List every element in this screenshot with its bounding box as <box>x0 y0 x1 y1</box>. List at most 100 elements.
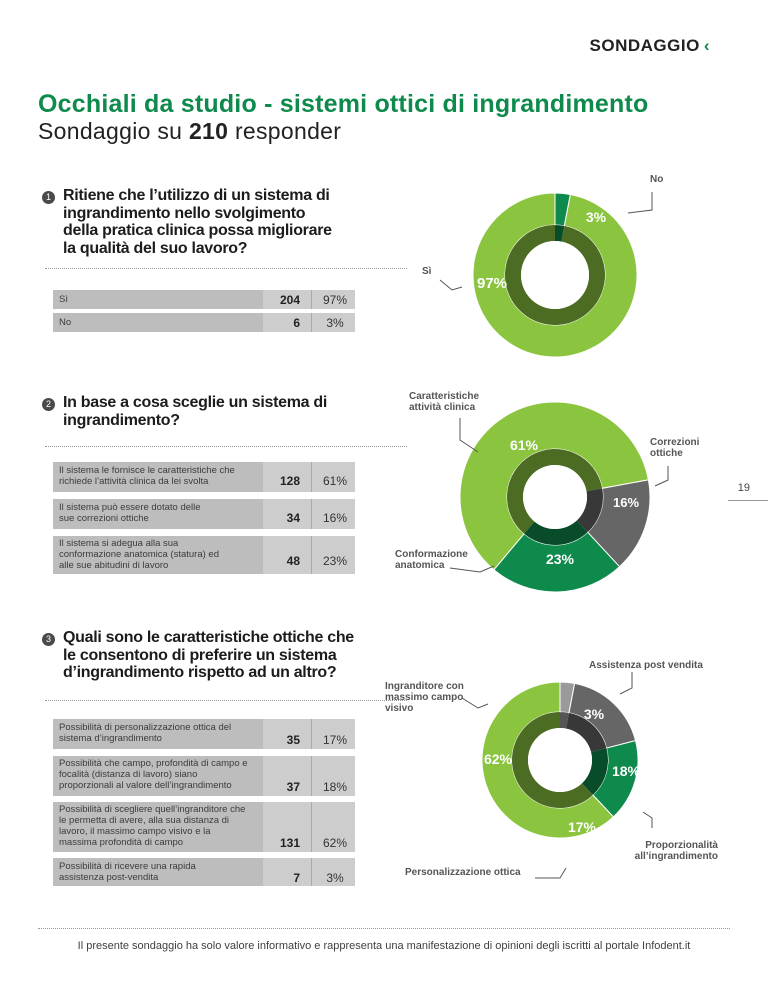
pie-data-label: 62% <box>484 751 513 767</box>
row-separator <box>311 290 312 309</box>
callout-line <box>654 466 669 487</box>
row-percent: 97% <box>322 293 348 307</box>
row-count: 7 <box>293 871 300 885</box>
row-bar <box>53 536 263 574</box>
row-percent: 23% <box>322 554 348 568</box>
pie-slice-inner <box>507 449 603 534</box>
donut-hole <box>523 465 587 529</box>
row-count: 34 <box>286 511 300 525</box>
row-percent: 18% <box>322 780 348 794</box>
row-separator <box>311 499 312 529</box>
footer-divider <box>38 928 730 929</box>
page-number: 19 <box>737 482 750 494</box>
pie-slice-inner <box>505 225 605 325</box>
row-label: Il sistema può essere dotato delle sue c… <box>59 502 201 524</box>
subtitle-count: 210 <box>188 118 229 144</box>
pie-slice-inner <box>524 520 588 546</box>
row-bar <box>53 756 263 796</box>
row-count: 48 <box>286 554 300 568</box>
row-bar <box>53 462 263 492</box>
callout-caratteristiche: Caratteristiche attività clinica <box>409 391 480 413</box>
table-row: Possibilità di scegliere quell’ingrandit… <box>53 802 355 852</box>
pie-data-label: 23% <box>546 551 575 567</box>
question-number-badge: 2 <box>42 398 55 411</box>
table-row: Possibilità di personalizzazione ottica … <box>53 719 355 749</box>
pie-data-label: 17% <box>568 819 597 835</box>
row-bar <box>53 858 263 886</box>
pie-slice-inner <box>581 748 608 795</box>
row-bar <box>53 719 263 749</box>
table-row: Possibilità che campo, profondità di cam… <box>53 756 355 796</box>
row-percent: 62% <box>322 836 348 850</box>
row-label: Il sistema si adegua alla sua conformazi… <box>59 538 219 571</box>
callout-correzioni: Correzioni ottiche <box>650 437 700 459</box>
pie-slice-inner <box>565 712 607 753</box>
row-percent: 3% <box>326 871 344 885</box>
pie-data-label: 18% <box>612 763 641 779</box>
callout-line <box>461 697 489 709</box>
row-label: Possibilità che campo, profondità di cam… <box>59 758 248 791</box>
row-bar <box>53 802 263 852</box>
row-percent: 61% <box>322 474 348 488</box>
row-separator <box>311 858 312 886</box>
callout-proporzionalita: Proporzionalità all’ingrandimento <box>634 840 718 862</box>
row-count: 35 <box>286 733 300 747</box>
page-subtitle: Sondaggio su 210 responder <box>38 118 341 145</box>
row-label: Possibilità di scegliere quell’ingrandit… <box>59 804 246 848</box>
row-label: Il sistema le fornisce le caratteristich… <box>59 465 235 487</box>
pie-data-label: 16% <box>613 495 639 510</box>
row-percent: 3% <box>326 316 344 330</box>
row-bar <box>53 313 263 332</box>
chevron-left-icon: ‹ <box>703 36 710 55</box>
page-title: Occhiali da studio - sistemi ottici di i… <box>38 90 649 118</box>
question-text: Ritiene che l’utilizzo di un sistema di … <box>63 187 332 257</box>
row-bar <box>53 290 263 309</box>
pie-slice-inner <box>511 712 593 808</box>
callout-line <box>439 279 463 291</box>
subtitle-suffix: responder <box>228 118 342 144</box>
callout-line <box>459 418 479 453</box>
table-row: No 6 3% <box>53 313 355 332</box>
row-count: 128 <box>279 474 300 488</box>
callout-no: No <box>650 174 664 185</box>
question-number-badge: 1 <box>42 191 55 204</box>
callout-si: Sì <box>422 266 432 277</box>
row-separator <box>311 756 312 796</box>
page-number-rule <box>728 500 768 501</box>
question-number-badge: 3 <box>42 633 55 646</box>
row-label: No <box>59 317 72 328</box>
pie-data-label: 61% <box>510 437 539 453</box>
callout-line <box>642 811 653 828</box>
row-bar <box>53 499 263 529</box>
section-label: SONDAGGIO ‹ <box>590 36 710 56</box>
pie-data-label: 3% <box>586 209 607 225</box>
callout-line <box>535 867 567 879</box>
pie-slice-inner <box>576 488 603 533</box>
pie-slice-inner <box>560 712 569 729</box>
pie-data-label: 3% <box>584 706 605 722</box>
callout-line <box>619 672 633 695</box>
callout-conformazione: Conformazione anatomica <box>395 549 468 571</box>
row-count: 204 <box>279 293 300 307</box>
row-separator <box>311 802 312 852</box>
callout-line <box>627 192 653 214</box>
row-count: 37 <box>286 780 300 794</box>
row-label: Possibilità di personalizzazione ottica … <box>59 722 232 744</box>
pie-slice-inner <box>555 225 565 242</box>
table-row: Il sistema si adegua alla sua conformazi… <box>53 536 355 574</box>
callout-line <box>449 565 495 573</box>
question-text: Quali sono le caratteristiche ottiche ch… <box>63 629 354 681</box>
callout-ingranditore: Ingranditore con massimo campo visivo <box>385 681 464 714</box>
section-label-text: SONDAGGIO <box>589 36 700 55</box>
footer-note: Il presente sondaggio ha solo valore inf… <box>77 940 691 952</box>
subtitle-prefix: Sondaggio su <box>38 118 189 144</box>
callout-assistenza: Assistenza post vendita <box>589 660 703 671</box>
row-separator <box>311 719 312 749</box>
donut-hole <box>521 241 589 309</box>
table-row: Il sistema le fornisce le caratteristich… <box>53 462 355 492</box>
callout-personalizzazione: Personalizzazione ottica <box>405 867 521 878</box>
table-row: Il sistema può essere dotato delle sue c… <box>53 499 355 529</box>
row-separator <box>311 462 312 492</box>
row-percent: 16% <box>322 511 348 525</box>
